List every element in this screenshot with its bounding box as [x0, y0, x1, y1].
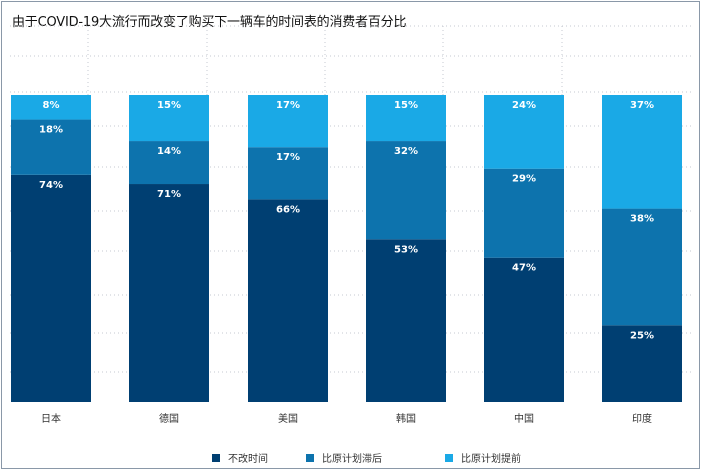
gridlines — [10, 25, 692, 402]
bar-segment — [484, 257, 564, 402]
x-tick-label: 韩国 — [396, 412, 416, 425]
legend-swatch — [212, 454, 220, 462]
legend-label: 比原计划滞后 — [322, 452, 382, 465]
value-labels: 74% 18% 8% 71% 14% 15% 66% 17% 17% 53% 32% 15% 47% 29… — [39, 100, 654, 341]
bar-segment — [11, 119, 91, 175]
data-label: 25% — [630, 330, 654, 341]
data-label: 71% — [157, 189, 181, 200]
x-tick-label: 美国 — [278, 412, 298, 425]
data-label: 66% — [276, 204, 300, 215]
data-label: 37% — [630, 100, 654, 111]
data-label: 29% — [512, 174, 536, 185]
x-tick-label: 中国 — [514, 412, 534, 425]
data-label: 15% — [394, 100, 418, 111]
bar-segment — [366, 239, 446, 402]
bar-segment — [484, 95, 564, 169]
data-label: 74% — [39, 180, 63, 191]
bar-segment — [602, 208, 682, 326]
x-tick-label: 日本 — [41, 412, 61, 425]
data-label: 47% — [512, 263, 536, 274]
data-label: 38% — [630, 214, 654, 225]
bar-segment — [366, 141, 446, 240]
bar-segment — [129, 141, 209, 185]
bar-segment — [484, 168, 564, 258]
bar-segment — [248, 95, 328, 148]
bar-segment — [129, 184, 209, 402]
bars — [11, 95, 682, 402]
data-label: 53% — [394, 244, 418, 255]
data-label: 18% — [39, 125, 63, 136]
bar-segment — [602, 325, 682, 402]
bar-segment — [11, 95, 91, 120]
data-label: 8% — [43, 100, 60, 111]
bar-segment — [602, 95, 682, 209]
legend-swatch — [445, 454, 453, 462]
legend-label: 不改时间 — [228, 452, 268, 465]
data-label: 14% — [157, 146, 181, 157]
data-label: 24% — [512, 100, 536, 111]
bar-segment — [366, 95, 446, 142]
legend: 不改时间 比原计划滞后 比原计划提前 — [212, 452, 521, 465]
x-tick-label: 德国 — [159, 412, 179, 425]
legend-swatch — [306, 454, 314, 462]
data-label: 15% — [157, 100, 181, 111]
category-tick-labels: 日本 德国 美国 韩国 中国 印度 — [41, 412, 652, 425]
data-label: 17% — [276, 152, 300, 163]
data-label: 17% — [276, 100, 300, 111]
legend-label: 比原计划提前 — [461, 452, 521, 465]
x-tick-label: 印度 — [632, 412, 652, 425]
bar-segment — [11, 174, 91, 402]
bar-segment — [129, 95, 209, 142]
data-label: 32% — [394, 146, 418, 157]
bar-segment — [248, 199, 328, 402]
bar-segment — [248, 147, 328, 200]
